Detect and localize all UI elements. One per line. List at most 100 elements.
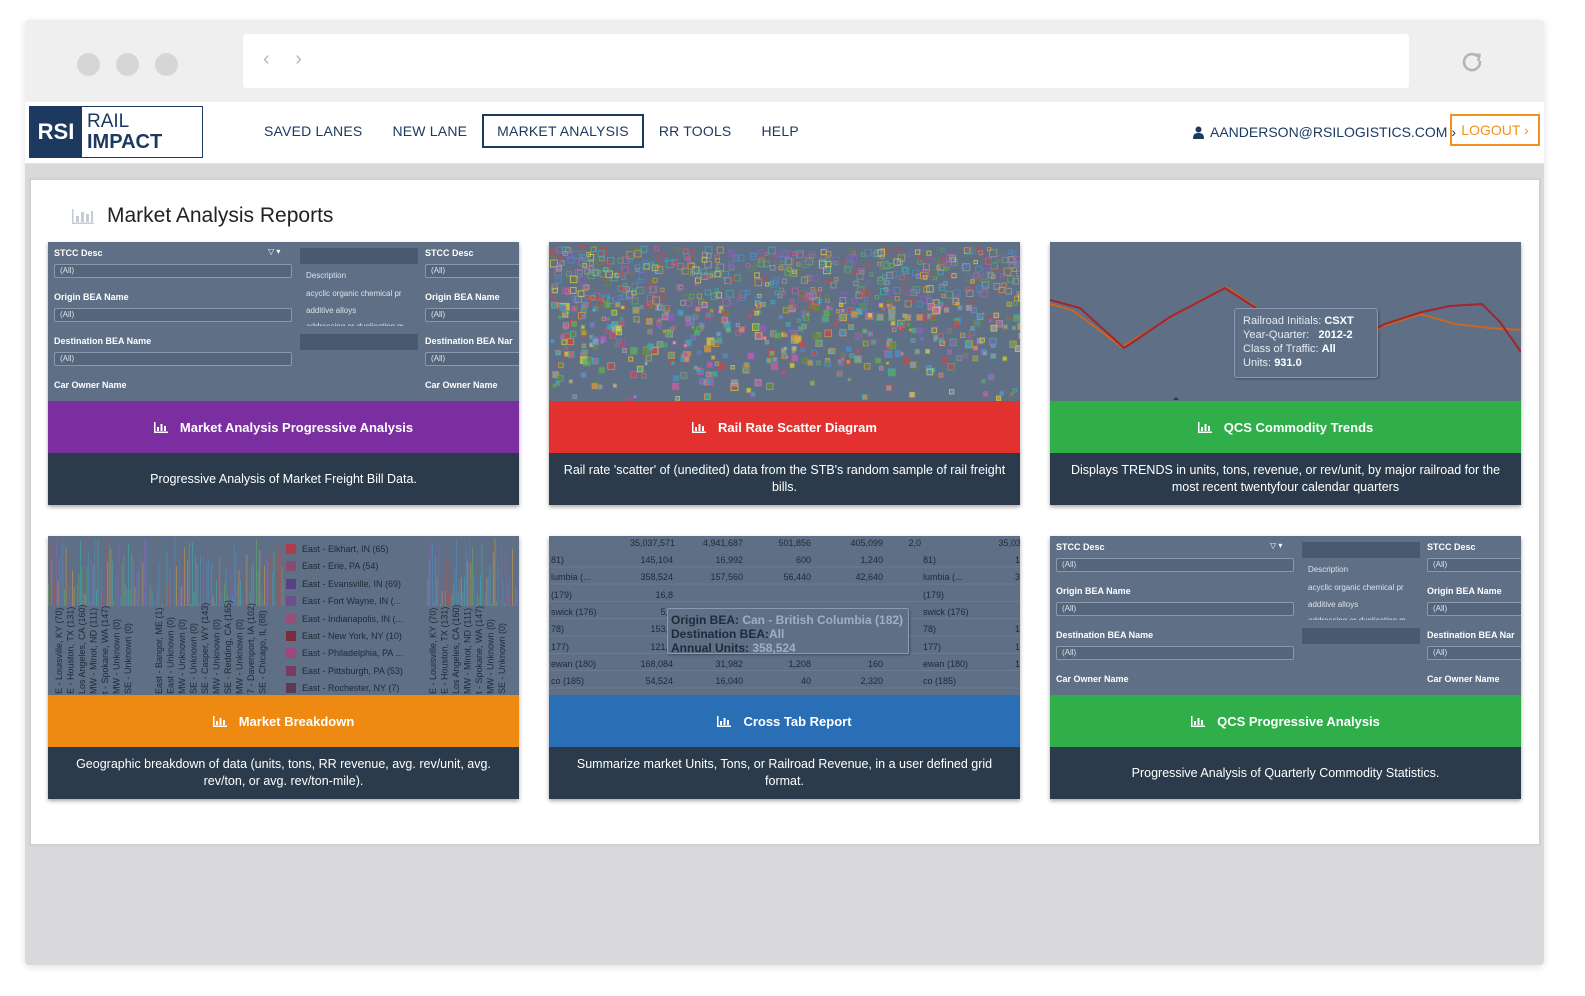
scatter-point [622,347,628,354]
scatter-point [849,353,855,359]
scatter-point [859,303,868,311]
scatter-point [863,362,871,370]
axis-label: MW - Unknown (0) [112,619,122,694]
scatter-point [893,258,901,266]
axis-label: SE - Unknown (0) [123,623,133,694]
scatter-point [975,265,982,273]
filter-select: (All) [1427,602,1521,616]
scatter-point [779,287,784,293]
scatter-point [899,321,905,327]
scatter-point [656,341,664,348]
card-title-band[interactable]: Market Breakdown [48,695,519,747]
scatter-point [641,373,647,379]
scatter-point [995,320,1004,328]
breakdown-bar [257,570,259,606]
nav-new-lane[interactable]: NEW LANE [392,123,468,139]
breakdown-bar [184,547,185,606]
card-title-band[interactable]: QCS Progressive Analysis [1050,695,1521,747]
scatter-point [705,371,712,378]
card-title-band[interactable]: Cross Tab Report [549,695,1020,747]
scatter-point [886,280,891,285]
breakdown-bar [92,564,94,606]
window-zoom-dot[interactable] [155,53,178,76]
scatter-point [848,324,855,330]
scatter-point [606,257,615,265]
scatter-point [764,251,769,257]
breakdown-bar [212,596,214,606]
card-qcs-progressive-analysis[interactable]: STCC Desc ▽ ▾ (All) Origin BEA Name (All… [1050,536,1521,799]
logout-button[interactable]: LOGOUT › [1450,114,1540,146]
rail-impact-logo[interactable]: RSI RAIL IMPACT [29,106,203,158]
scatter-point [628,356,634,362]
scatter-point [890,320,896,327]
breakdown-bar [241,598,243,606]
scatter-point [778,314,784,320]
scatter-point [883,262,891,270]
card-title-band[interactable]: Rail Rate Scatter Diagram [549,401,1020,453]
tooltip-key: Destination BEA: [671,627,770,641]
scatter-point [1012,278,1020,285]
nav-saved-lanes[interactable]: SAVED LANES [264,123,363,139]
scatter-point [1005,287,1012,295]
card-market-analysis-progressive[interactable]: STCC Desc ▽ ▾ (All) Origin BEA Name (All… [48,242,519,505]
scatter-point [908,297,915,304]
scatter-point [970,279,975,284]
scatter-point [790,354,799,362]
filter-label: Origin BEA Name [54,292,129,302]
crosstab-cell: ewan (180) [551,658,597,669]
card-cross-tab-report[interactable]: Origin BEA: Can - British Columbia (182)… [549,536,1020,799]
window-minimize-dot[interactable] [116,53,139,76]
card-title-band[interactable]: QCS Commodity Trends [1050,401,1521,453]
scatter-point [682,248,689,254]
breakdown-bar [144,537,145,606]
breakdown-bar [51,559,53,606]
breakdown-bar [177,597,179,606]
scatter-point [937,268,944,275]
address-bar[interactable]: ‹ › [243,34,1409,88]
scatter-point [599,248,608,256]
nav-rr-tools[interactable]: RR TOOLS [658,123,732,139]
card-thumbnail: Origin BEA: Can - British Columbia (182)… [549,536,1020,695]
nav-market-analysis[interactable]: MARKET ANALYSIS [482,114,644,148]
scatter-point [680,371,688,379]
scatter-point [993,282,1001,290]
back-forward-icon[interactable]: ‹ › [263,48,312,70]
card-description: Rail rate 'scatter' of (unedited) data f… [563,463,1006,494]
breakdown-bar [494,538,496,606]
scatter-point [549,296,555,302]
scatter-point [894,296,900,302]
scatter-point [912,269,919,277]
reload-icon[interactable] [1459,49,1485,75]
scatter-point [716,246,724,254]
scatter-point [715,337,723,344]
scatter-point [1016,291,1020,298]
card-rail-rate-scatter[interactable]: Rail Rate Scatter Diagram Rail rate 'sca… [549,242,1020,505]
card-market-breakdown[interactable]: E - Louisville, KY (70) E - Houston, TX (… [48,536,519,799]
crosstab-cell: 4,941,687 [702,538,743,548]
nav-help[interactable]: HELP [761,123,799,139]
scatter-point [743,361,750,369]
breakdown-bar [107,561,109,606]
scatter-point [757,255,765,263]
breakdown-bar [49,540,51,606]
crosstab-cell: 35 [1014,572,1020,583]
axis-label: Los Angeles, CA (160) [451,604,461,694]
breakdown-bar [240,580,241,606]
card-qcs-commodity-trends[interactable]: Railroad Initials: CSXT Year-Quarter: 20… [1050,242,1521,505]
scatter-point [652,277,658,283]
user-account-link[interactable]: AANDERSON@RSILOGISTICS.COM › [1193,124,1456,140]
scatter-point [789,269,798,277]
crosstab-cell: 145,104 [640,555,673,565]
card-title-band[interactable]: Market Analysis Progressive Analysis [48,401,519,453]
crosstab-cell: 78) [551,624,565,635]
legend-label: East - Elkhart, IN (65) [302,544,389,554]
scatter-point [551,283,559,290]
breakdown-bar [76,584,78,606]
breakdown-bar [196,564,198,606]
window-close-dot[interactable] [77,53,100,76]
breakdown-bar [78,574,80,606]
scatter-point [1011,325,1016,331]
scatter-point [750,391,756,398]
breakdown-bar [123,554,125,606]
crosstab-cell: 16 [1014,658,1020,669]
